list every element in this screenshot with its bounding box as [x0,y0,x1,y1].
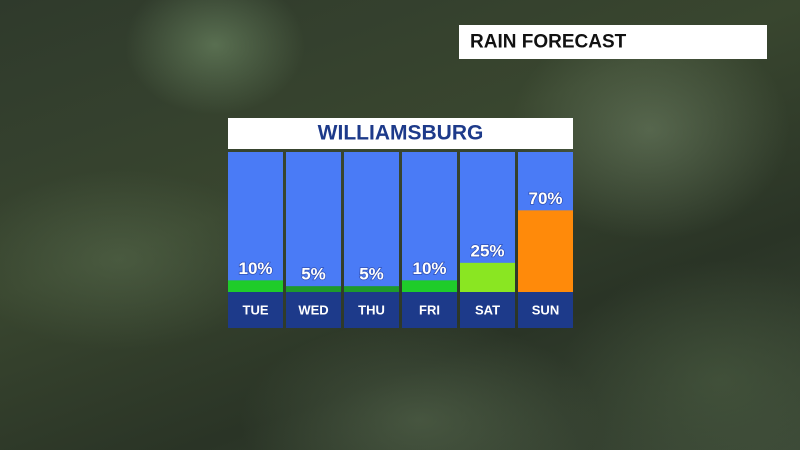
category-box [460,292,515,328]
bar [518,210,573,292]
x-tick-label: WED [298,302,328,317]
x-tick-label: SAT [475,302,500,317]
x-tick-label: FRI [419,302,440,317]
x-tick-label: SUN [532,302,559,317]
category-box [344,292,399,328]
column-bg [344,152,399,292]
title-box [228,118,573,149]
bar [460,262,515,292]
value-label: 5% [359,265,384,284]
chart-title: WILLIAMSBURG [318,122,484,145]
x-tick-label: THU [358,302,385,317]
bar [344,286,399,292]
column-bg [402,152,457,292]
category-box [286,292,341,328]
column-bg [286,152,341,292]
bar [228,280,283,292]
value-label: 25% [470,241,504,260]
x-tick-label: TUE [243,302,269,317]
header-box [459,25,767,59]
value-label: 10% [412,259,446,278]
value-label: 10% [238,259,272,278]
category-box [518,292,573,328]
header-title: RAIN FORECAST [470,32,627,53]
bar [402,280,457,292]
value-label: 5% [301,265,326,284]
category-box [228,292,283,328]
category-box [402,292,457,328]
bar [286,286,341,292]
column-bg [228,152,283,292]
value-label: 70% [528,189,562,208]
